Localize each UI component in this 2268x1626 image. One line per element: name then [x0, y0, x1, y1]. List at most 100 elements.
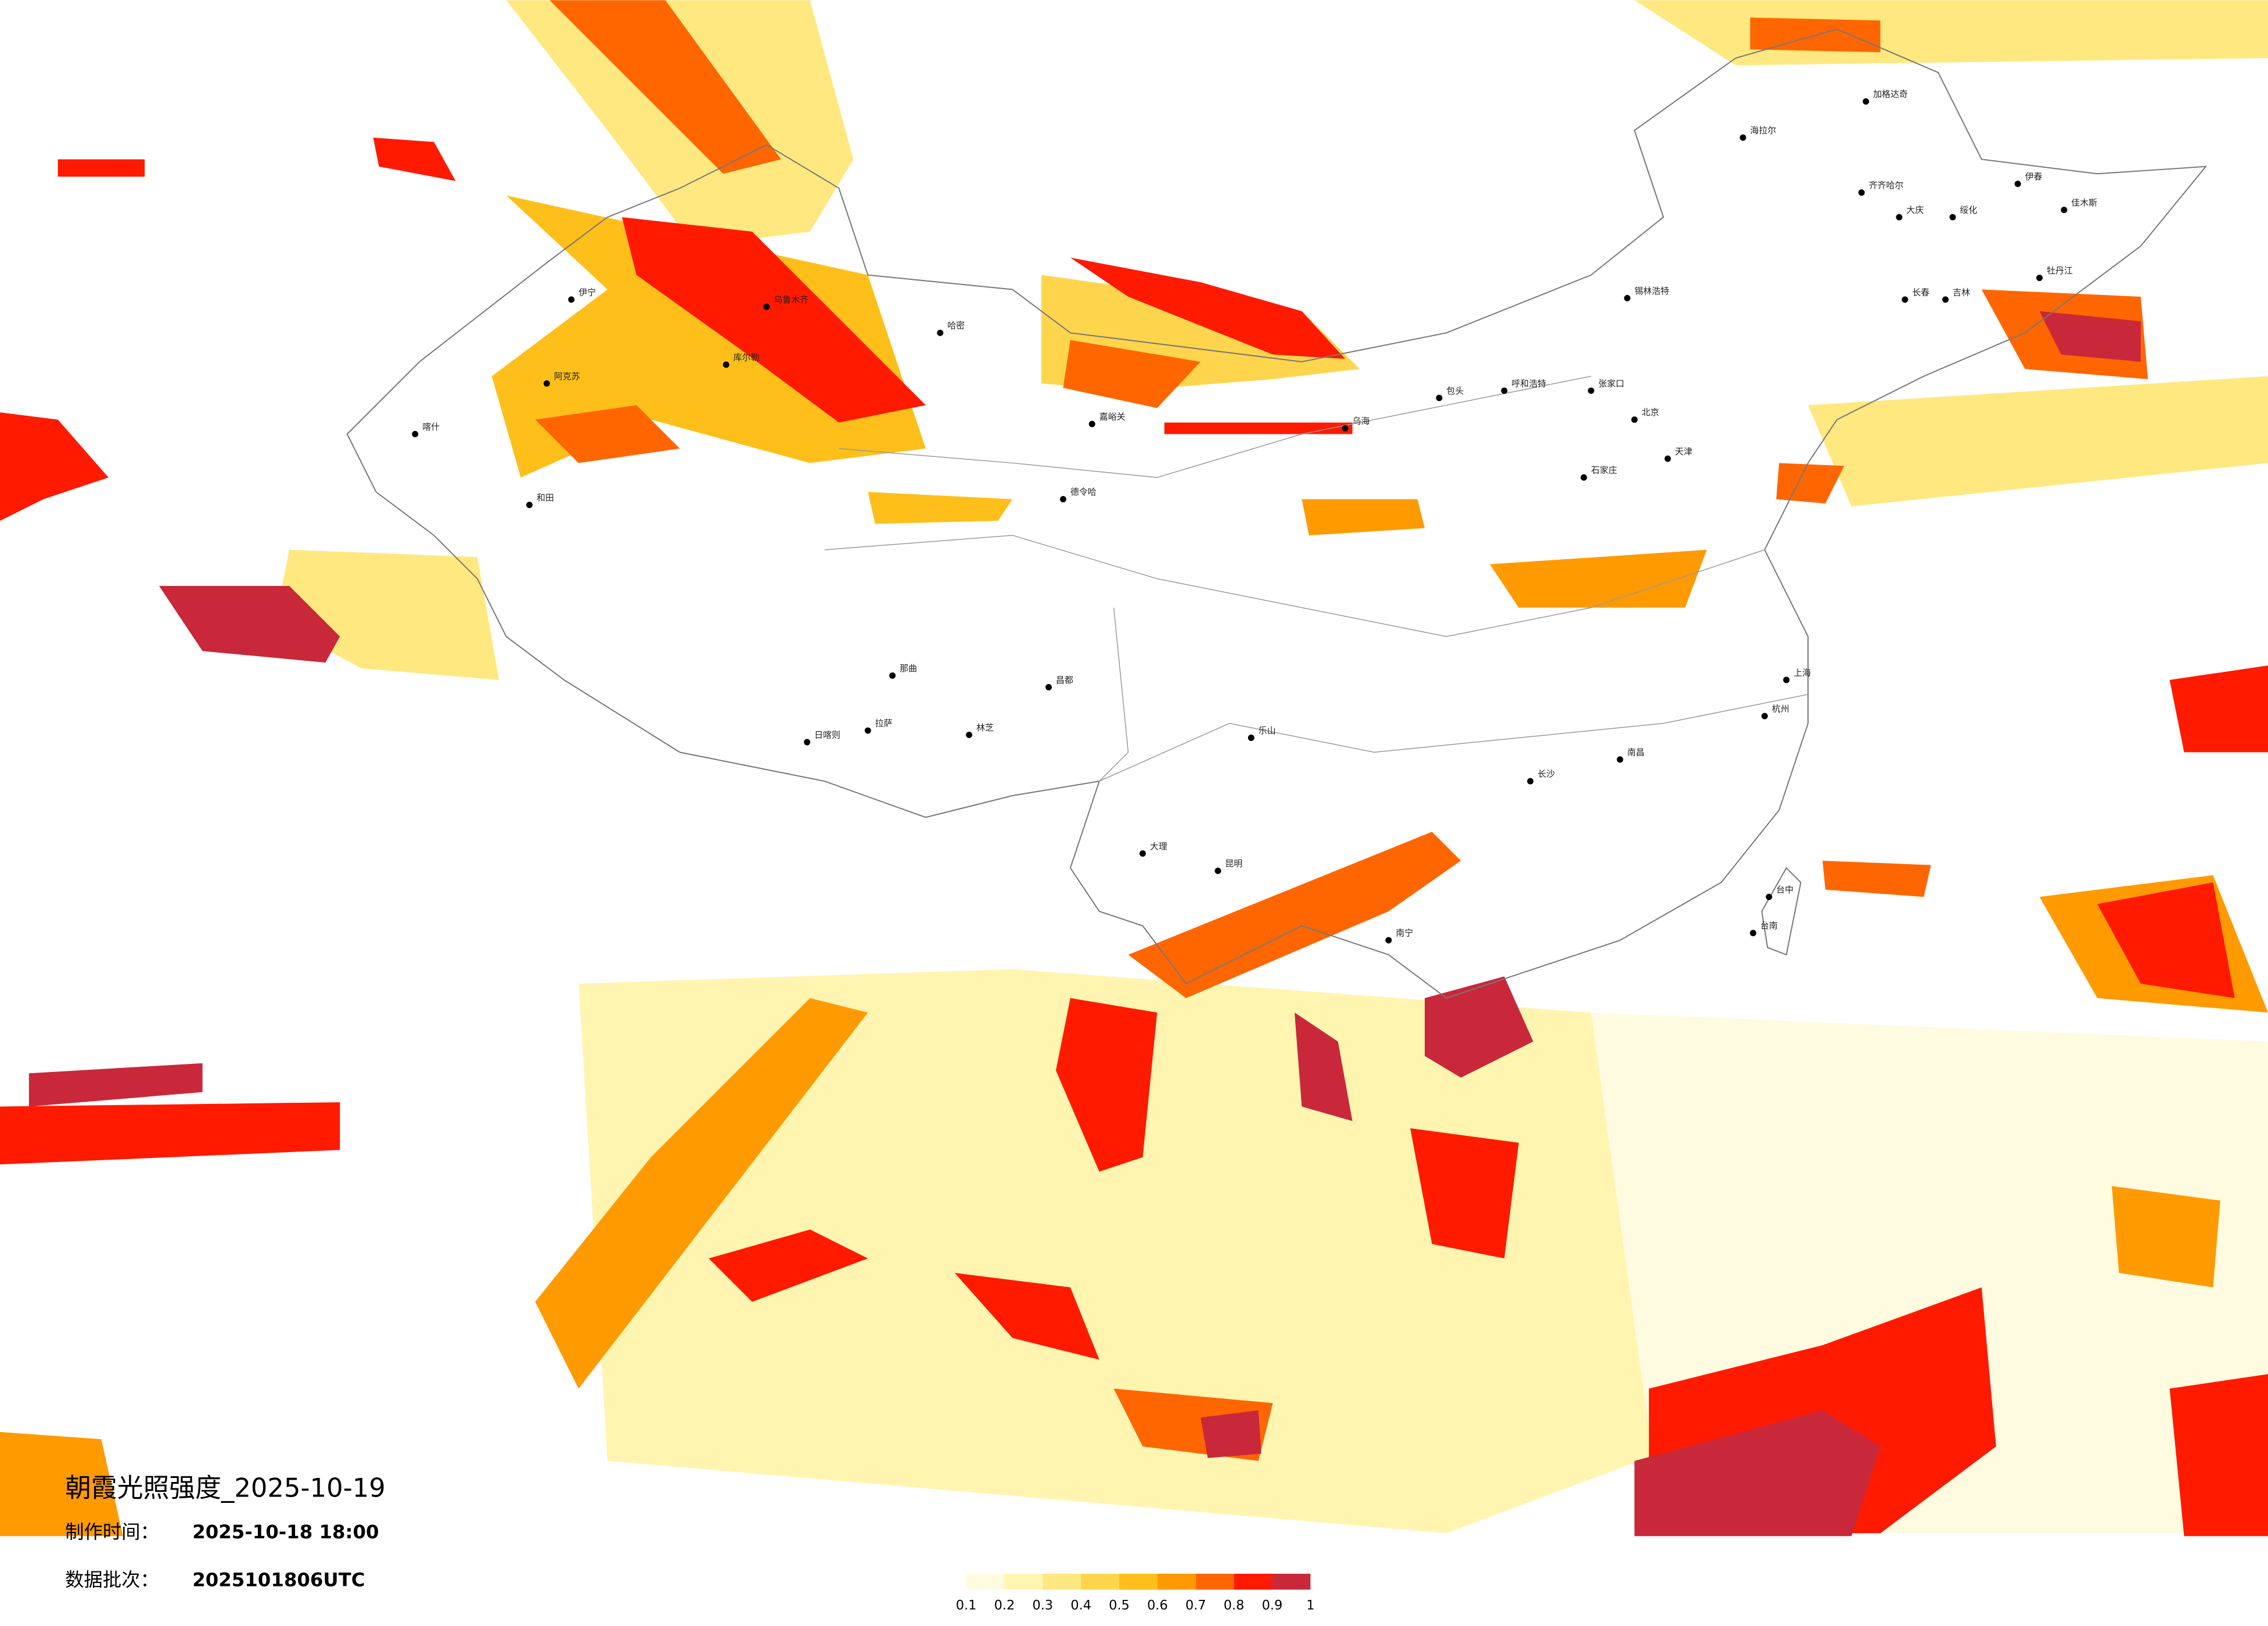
heat-area: [535, 405, 680, 463]
colorbar-tick-label: 0.8: [1224, 1598, 1245, 1613]
city-label: 伊宁: [578, 287, 596, 297]
colorbar-tick-label: 0.5: [1109, 1598, 1130, 1613]
colorbar-tick-label: 0.6: [1147, 1598, 1168, 1613]
city-label: 台南: [1760, 920, 1778, 931]
colorbar-tick-label: 0.7: [1185, 1598, 1206, 1613]
city-label: 德令哈: [1070, 487, 1097, 497]
city-dot: [1739, 134, 1746, 141]
heat-area: [2112, 1186, 2220, 1287]
city-dot: [2014, 181, 2021, 188]
city-dot: [1766, 893, 1773, 900]
heat-area: [0, 1102, 340, 1165]
heat-area: [373, 137, 456, 181]
city-dot: [1783, 677, 1790, 684]
city-label: 牡丹江: [2047, 265, 2073, 276]
city-dot: [2036, 275, 2043, 282]
city-dot: [2061, 207, 2068, 213]
colorbar-swatch: [1043, 1573, 1081, 1590]
city-label: 呼和浩特: [1512, 378, 1547, 388]
province-border: [1099, 694, 1809, 782]
city-dot: [1616, 756, 1623, 763]
city-label: 绥化: [1960, 204, 1978, 215]
city-dot: [1214, 868, 1221, 875]
province-border: [824, 535, 1765, 637]
province-border: [1099, 607, 1129, 782]
city-dot: [1902, 296, 1908, 303]
city-dot: [1045, 684, 1052, 690]
city-dot: [937, 329, 944, 336]
city-label: 北京: [1642, 407, 1659, 418]
city-dot: [1949, 214, 1956, 221]
heat-area: [1201, 1410, 1261, 1458]
colorbar-swatch: [1119, 1573, 1158, 1590]
city-dot: [1436, 394, 1443, 401]
heat-area: [491, 195, 926, 478]
city-dot: [1248, 735, 1255, 741]
colorbar-tick-label: 0.2: [994, 1598, 1015, 1613]
heat-area: [1634, 0, 2268, 66]
city-label: 乌鲁木齐: [774, 294, 808, 305]
city-label: 天津: [1675, 446, 1692, 456]
heat-area: [709, 1229, 868, 1302]
batch-value: 2025101806UTC: [192, 1569, 365, 1591]
colorbar-tick-label: 0.3: [1033, 1598, 1054, 1613]
heat-area: [1063, 340, 1201, 408]
city-label: 喀什: [422, 422, 440, 432]
city-dot: [1587, 387, 1594, 394]
city-label: 包头: [1446, 386, 1464, 396]
made-value: 2025-10-18 18:00: [192, 1521, 379, 1543]
city-label: 乐山: [1259, 725, 1276, 736]
heat-area: [1294, 1012, 1353, 1121]
colorbar-tick-label: 0.1: [956, 1598, 977, 1613]
city-dot: [1527, 778, 1534, 785]
city-label: 日喀则: [814, 729, 840, 740]
city-label: 大庆: [1906, 204, 1924, 215]
map-title: 朝霞光照强度_2025-10-19: [65, 1473, 386, 1503]
city-label: 石家庄: [1591, 465, 1617, 476]
city-label: 哈密: [947, 321, 965, 331]
heat-area: [1056, 998, 1158, 1172]
heat-area: [1128, 832, 1461, 998]
city-dot: [1342, 425, 1349, 432]
city-dot: [1858, 189, 1865, 196]
heat-area: [2169, 1374, 2268, 1537]
city-dot: [804, 739, 811, 746]
heat-area: [57, 159, 145, 177]
heat-area: [0, 412, 109, 521]
city-dot: [966, 732, 973, 738]
city-label: 南宁: [1396, 928, 1413, 938]
heat-area: [2039, 311, 2141, 362]
city-label: 张家口: [1598, 378, 1624, 388]
city-label: 昌都: [1056, 675, 1073, 685]
city-dot: [1088, 420, 1095, 427]
city-dot: [412, 431, 419, 437]
city-label: 海拉尔: [1750, 125, 1776, 135]
colorbar-tick-label: 0.9: [1262, 1598, 1283, 1613]
city-dot: [1664, 455, 1671, 462]
city-label: 长沙: [1537, 769, 1555, 779]
city-label: 锡林浩特: [1634, 286, 1669, 296]
city-label: 南昌: [1627, 747, 1645, 757]
colorbar-swatch: [1272, 1573, 1311, 1590]
city-dot: [1059, 496, 1066, 503]
colorbar-swatch: [966, 1573, 1005, 1590]
city-label: 加格达奇: [1873, 89, 1908, 99]
city-dot: [1139, 850, 1146, 857]
city-label: 林芝: [976, 722, 994, 733]
heat-area: [578, 969, 1678, 1534]
heat-area: [1302, 499, 1425, 535]
city-label: 齐齐哈尔: [1869, 180, 1904, 190]
batch-label: 数据批次：: [65, 1569, 159, 1591]
city-label: 乌海: [1353, 416, 1370, 426]
heat-area: [1410, 1128, 1519, 1259]
heat-area: [1070, 257, 1346, 359]
heat-area: [1490, 549, 1707, 608]
heat-area: [0, 1431, 123, 1537]
heat-area: [159, 586, 340, 663]
heat-area: [2169, 665, 2268, 753]
colorbar: 0.1 0.2 0.3 0.4 0.5 0.6 0.7 0.8 0.9 1: [956, 1573, 1314, 1613]
city-dot: [526, 502, 533, 509]
city-dot: [1863, 98, 1870, 105]
